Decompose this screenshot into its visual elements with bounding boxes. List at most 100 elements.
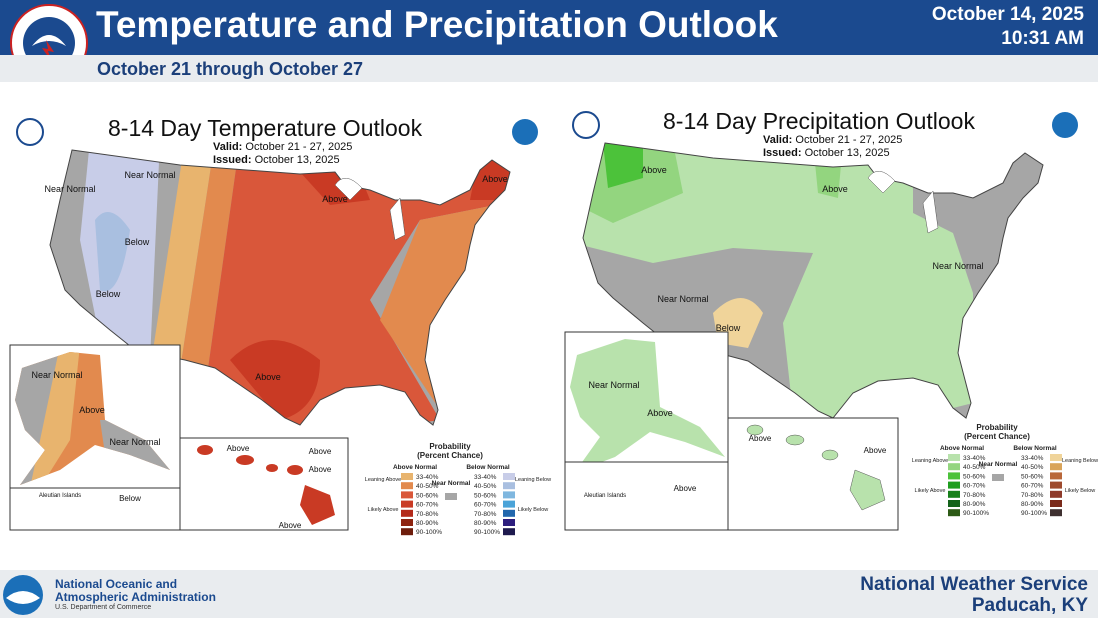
legend-swatch: [503, 482, 515, 490]
map-label: Above: [641, 165, 667, 175]
map-label: Near Normal: [932, 261, 983, 271]
hawaii-inset: [727, 417, 899, 531]
noaa-dept: U.S. Department of Commerce: [55, 604, 152, 611]
legend-range: 50-60%: [416, 492, 439, 499]
doc-seal-icon: [572, 111, 600, 139]
legend-group-label: Leaning Above: [365, 477, 401, 483]
map-label: Near Normal: [31, 370, 82, 380]
legend-swatch: [1050, 454, 1062, 461]
issue-datetime: October 14, 2025 10:31 AM: [932, 3, 1084, 51]
precip-map-labels: Above Above Near Normal Near Normal Belo…: [584, 165, 984, 499]
legend-swatch: [948, 481, 960, 489]
noaa-logo-icon: [512, 119, 538, 145]
header-bar: [0, 0, 1098, 55]
legend-range: 70-80%: [1021, 492, 1044, 499]
legend-range: 70-80%: [416, 511, 439, 518]
map-label: Above: [79, 405, 105, 415]
map-label: Above: [749, 434, 772, 443]
map-label: Near Normal: [588, 380, 639, 390]
legend-range: 80-90%: [963, 501, 986, 508]
subtitle-bar: [0, 55, 1098, 82]
legend-swatch: [948, 472, 960, 480]
legend-range: 60-70%: [474, 502, 497, 509]
map-label: Aleutian Islands: [584, 493, 626, 499]
map-label: Above: [309, 447, 332, 456]
legend-range: 70-80%: [474, 511, 497, 518]
legend-swatch: [1050, 509, 1062, 517]
legend-range: 40-50%: [963, 464, 986, 471]
legend-range: 70-80%: [963, 492, 986, 499]
map-label: Above: [674, 484, 697, 493]
aleutian-inset: [9, 487, 181, 531]
legend-group-label: Leaning Below: [1062, 458, 1098, 464]
legend-swatch: [401, 519, 413, 526]
legend-swatch: [503, 509, 515, 517]
issue-date: October 14, 2025: [931, 4, 1084, 25]
legend-swatch: [948, 509, 960, 517]
map-label: Near Normal: [124, 170, 175, 180]
legend-range: 60-70%: [963, 483, 986, 490]
map-label: Below: [125, 237, 150, 247]
map-label: Above: [322, 194, 348, 204]
legend-swatch: [503, 500, 515, 508]
legend-group-label: Leaning Above: [912, 458, 948, 464]
noaa-logo-icon: [1052, 112, 1078, 138]
outlook-period: October 21 through October 27: [97, 59, 364, 79]
legend-swatch: [1050, 500, 1062, 507]
legend-swatch: [503, 519, 515, 526]
legend-range: 60-70%: [416, 502, 439, 509]
precip-map-title: 8-14 Day Precipitation Outlook: [663, 108, 975, 134]
map-label: Above: [227, 444, 250, 453]
legend-swatch: [503, 491, 515, 499]
legend-range: 80-90%: [474, 520, 497, 527]
legend-group-label: Likely Above: [915, 488, 946, 494]
legend-group-label: Likely Below: [1065, 488, 1096, 494]
precip-legend: Probability(Percent Chance) Above Normal B…: [912, 423, 1098, 517]
map-label: Near Normal: [44, 184, 95, 194]
legend-below-header: Below Normal: [1013, 445, 1057, 452]
legend-range: 50-60%: [963, 473, 986, 480]
legend-swatch: [948, 463, 960, 471]
map-label: Above: [822, 184, 848, 194]
legend-swatch: [1050, 490, 1062, 498]
temp-map-labels: Near Normal Near Normal Below Below Abov…: [31, 170, 507, 530]
page-title: Temperature and Precipitation Outlook: [96, 4, 778, 45]
map-label: Below: [716, 323, 741, 333]
legend-near-label: Near Normal: [432, 480, 471, 487]
legend-swatch: [503, 473, 515, 480]
legend-above-header: Above Normal: [940, 445, 984, 452]
map-label: Below: [119, 494, 141, 503]
legend-above-header: Above Normal: [393, 464, 437, 471]
legend-swatch: [948, 454, 960, 461]
map-label: Above: [279, 521, 302, 530]
legend-swatch: [948, 500, 960, 507]
legend-swatch: [1050, 481, 1062, 489]
legend-swatch: [401, 491, 413, 499]
map-label: Above: [864, 446, 887, 455]
temp-map-title: 8-14 Day Temperature Outlook: [108, 115, 423, 141]
legend-range: 90-100%: [474, 529, 500, 536]
legend-title: Probability: [976, 423, 1018, 432]
legend-group-label: Likely Above: [368, 507, 399, 513]
temp-map-valid: Valid: October 21 - 27, 2025 Issued: Octo…: [213, 141, 353, 166]
legend-subtitle: (Percent Chance): [417, 451, 483, 460]
legend-swatch: [401, 482, 413, 490]
legend-swatch: [401, 473, 413, 480]
legend-below-header: Below Normal: [466, 464, 510, 471]
legend-swatch: [503, 528, 515, 536]
map-label: Above: [255, 372, 281, 382]
legend-swatch: [948, 490, 960, 498]
legend-range: 60-70%: [1021, 483, 1044, 490]
legend-swatch: [401, 500, 413, 508]
legend-swatch: [1050, 463, 1062, 471]
footer-bar: [0, 570, 1098, 618]
legend-range: 90-100%: [963, 510, 989, 517]
legend-range: 33-40%: [474, 474, 497, 481]
legend-range: 50-60%: [474, 492, 497, 499]
legend-group-label: Likely Below: [518, 507, 549, 513]
noaa-name: National Oceanic and Atmospheric Administ…: [55, 577, 216, 604]
map-label: Aleutian Islands: [39, 493, 81, 499]
legend-range: 50-60%: [1021, 473, 1044, 480]
map-label: Above: [482, 174, 508, 184]
